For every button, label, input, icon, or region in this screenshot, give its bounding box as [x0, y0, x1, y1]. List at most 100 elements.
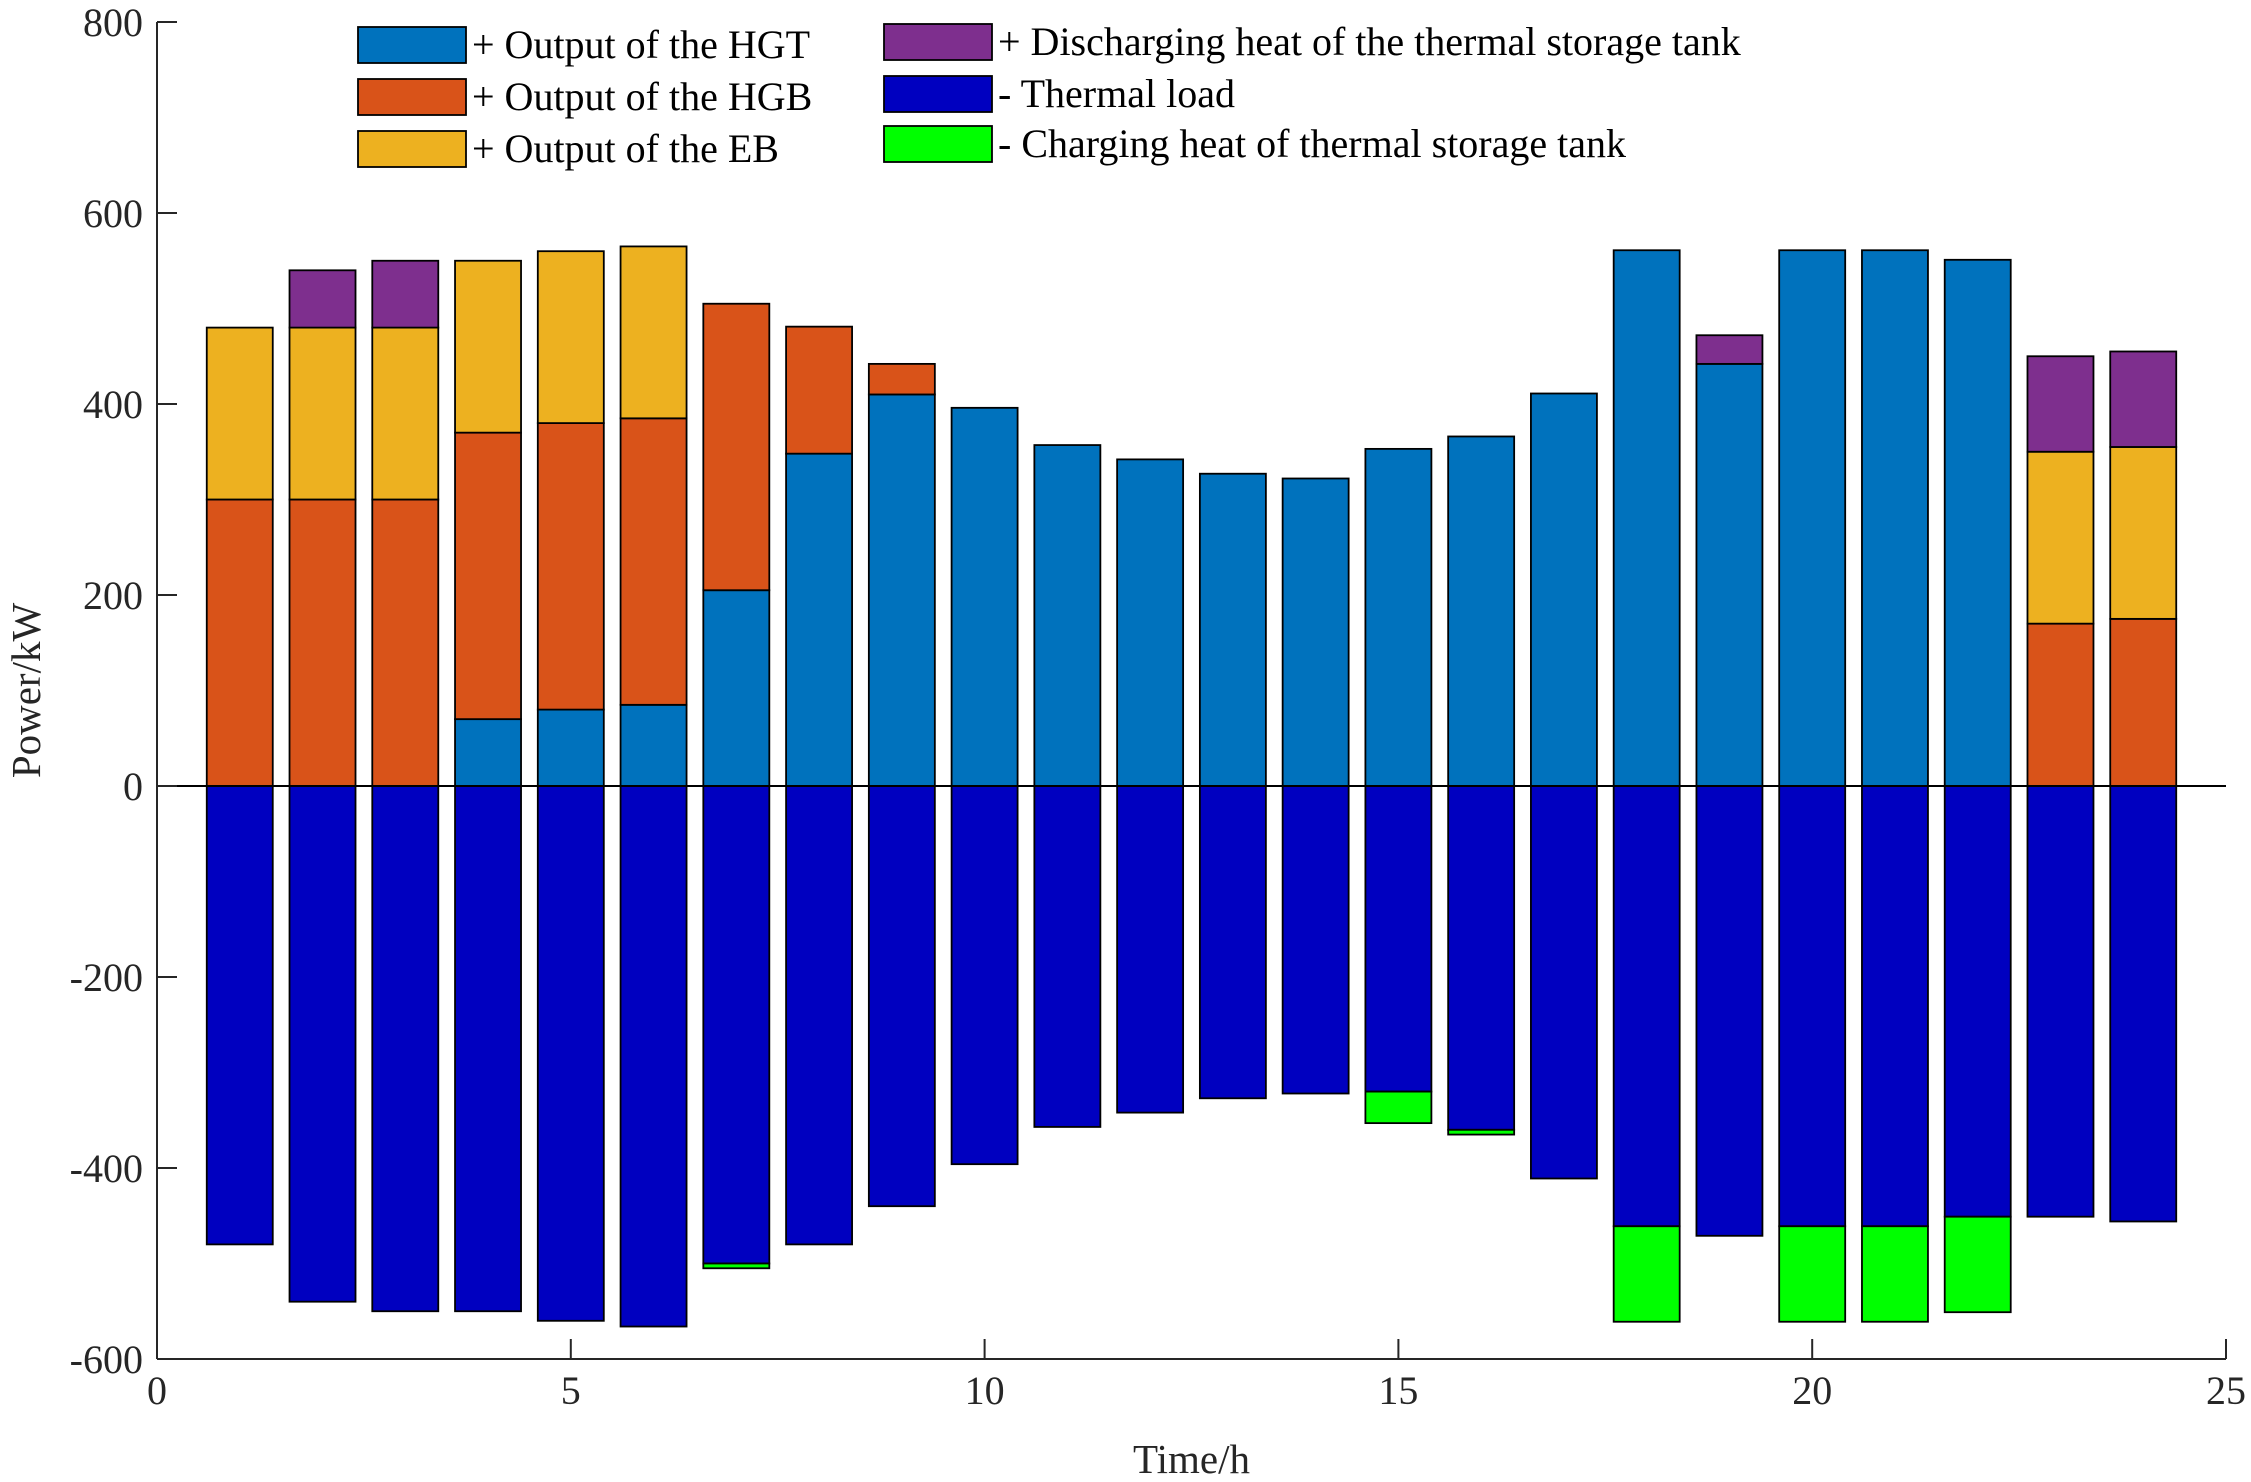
- bar-s1-t6: [619, 417, 688, 706]
- legend-swatch-1: [357, 78, 467, 116]
- bar-s4-t24: [2109, 785, 2178, 1223]
- bar-s3-t2: [288, 269, 357, 329]
- bar-s3-t24: [2109, 350, 2178, 448]
- bar-s2-t6: [619, 245, 688, 420]
- x-tick-label: 15: [1378, 1368, 1418, 1413]
- y-tick-label: 800: [83, 0, 143, 45]
- bar-s4-t3: [371, 785, 440, 1313]
- bar-s4-t7: [702, 785, 771, 1265]
- bar-s4-t16: [1447, 785, 1516, 1131]
- bar-s4-t19: [1695, 785, 1764, 1237]
- bar-s0-t8: [785, 452, 853, 787]
- bar-s0-t21: [1861, 249, 1929, 787]
- y-tick-label: 400: [83, 382, 143, 427]
- bar-s0-t16: [1447, 435, 1516, 787]
- bar-s1-t7: [702, 302, 771, 592]
- legend-label-1: + Output of the HGB: [472, 74, 812, 119]
- bar-s0-t14: [1281, 477, 1350, 787]
- bar-s4-t5: [536, 785, 605, 1322]
- bar-s4-t22: [1943, 785, 2012, 1218]
- legend-label-3: + Discharging heat of the thermal storag…: [998, 19, 1741, 64]
- bar-s4-t12: [1116, 785, 1185, 1114]
- bar-s5-t18: [1612, 1225, 1681, 1323]
- legend-swatch-2: [357, 130, 467, 168]
- bar-s3-t3: [371, 259, 440, 329]
- bar-s0-t17: [1530, 392, 1598, 787]
- bar-s5-t7: [702, 1262, 771, 1270]
- legend-label-5: - Charging heat of thermal storage tank: [998, 121, 1626, 166]
- y-axis-label: Power/kW: [3, 603, 49, 779]
- bar-s4-t14: [1281, 785, 1350, 1095]
- bar-s5-t20: [1778, 1225, 1847, 1323]
- y-tick-label: -400: [70, 1146, 143, 1191]
- legend-swatch-0: [357, 26, 467, 64]
- x-tick-label: 0: [147, 1368, 167, 1413]
- bar-s4-t17: [1530, 785, 1598, 1180]
- bar-s4-t10: [950, 785, 1019, 1166]
- bar-s1-t23: [2026, 622, 2095, 787]
- bar-s1-t2: [288, 498, 357, 787]
- x-tick-label: 25: [2206, 1368, 2246, 1413]
- x-tick-label: 10: [965, 1368, 1005, 1413]
- bar-s5-t22: [1943, 1215, 2012, 1314]
- bar-s0-t13: [1198, 472, 1267, 787]
- bar-s4-t8: [785, 785, 853, 1246]
- bar-s4-t21: [1861, 785, 1929, 1228]
- bar-s3-t23: [2026, 355, 2095, 453]
- bar-s1-t4: [454, 431, 522, 721]
- bar-s2-t23: [2026, 450, 2095, 625]
- bar-s0-t9: [867, 393, 936, 787]
- bar-s0-t12: [1116, 458, 1185, 787]
- legend: + Output of the HGT + Output of the HGB + …: [357, 19, 1741, 171]
- x-tick-label: 5: [561, 1368, 581, 1413]
- y-tick-label: 0: [123, 764, 143, 809]
- legend-label-0: + Output of the HGT: [472, 22, 810, 67]
- y-tick-label: 200: [83, 573, 143, 618]
- bar-s4-t20: [1778, 785, 1847, 1228]
- bar-s4-t23: [2026, 785, 2095, 1218]
- bar-s4-t15: [1364, 785, 1433, 1093]
- bar-s5-t16: [1447, 1128, 1516, 1136]
- legend-label-4: - Thermal load: [998, 71, 1235, 116]
- bar-s4-t2: [288, 785, 357, 1303]
- legend-swatch-5: [883, 125, 993, 163]
- bar-s0-t18: [1612, 249, 1681, 787]
- x-tick-label: 20: [1792, 1368, 1832, 1413]
- legend-swatch-4: [883, 75, 993, 113]
- bar-s2-t2: [288, 326, 357, 501]
- bar-s0-t10: [950, 406, 1019, 787]
- bar-s0-t4: [454, 718, 522, 787]
- bar-s3-t19: [1695, 334, 1764, 365]
- bar-s4-t13: [1198, 785, 1267, 1100]
- bar-s4-t4: [454, 785, 522, 1313]
- bar-s4-t9: [867, 785, 936, 1208]
- bars-layer: [205, 245, 2178, 1328]
- bar-s1-t9: [867, 362, 936, 396]
- bar-s1-t5: [536, 422, 605, 711]
- bar-s5-t15: [1364, 1090, 1433, 1125]
- y-tick-label: -600: [70, 1337, 143, 1382]
- bar-s4-t11: [1033, 785, 1102, 1128]
- bar-s0-t11: [1033, 444, 1102, 787]
- bar-s0-t15: [1364, 447, 1433, 787]
- bar-s2-t24: [2109, 446, 2178, 620]
- bar-s1-t1: [205, 498, 274, 787]
- bar-s0-t7: [702, 589, 771, 787]
- x-axis-label: Time/h: [1133, 1436, 1250, 1482]
- axes-layer: -600 -400 -200 0 200 400 600 800 0 5 10 15 20 25: [70, 0, 2246, 1413]
- bar-s0-t6: [619, 703, 688, 787]
- bar-s1-t8: [785, 325, 853, 455]
- bar-s0-t19: [1695, 362, 1764, 787]
- bar-s5-t21: [1861, 1225, 1929, 1323]
- legend-label-2: + Output of the EB: [472, 126, 779, 171]
- bar-s2-t1: [205, 326, 274, 501]
- bar-s1-t24: [2109, 617, 2178, 787]
- bar-s4-t6: [619, 785, 688, 1328]
- y-tick-label: 600: [83, 191, 143, 236]
- bar-s0-t22: [1943, 258, 2012, 787]
- y-tick-label: -200: [70, 955, 143, 1000]
- bar-s1-t3: [371, 498, 440, 787]
- bar-s0-t5: [536, 708, 605, 787]
- bar-s2-t3: [371, 326, 440, 501]
